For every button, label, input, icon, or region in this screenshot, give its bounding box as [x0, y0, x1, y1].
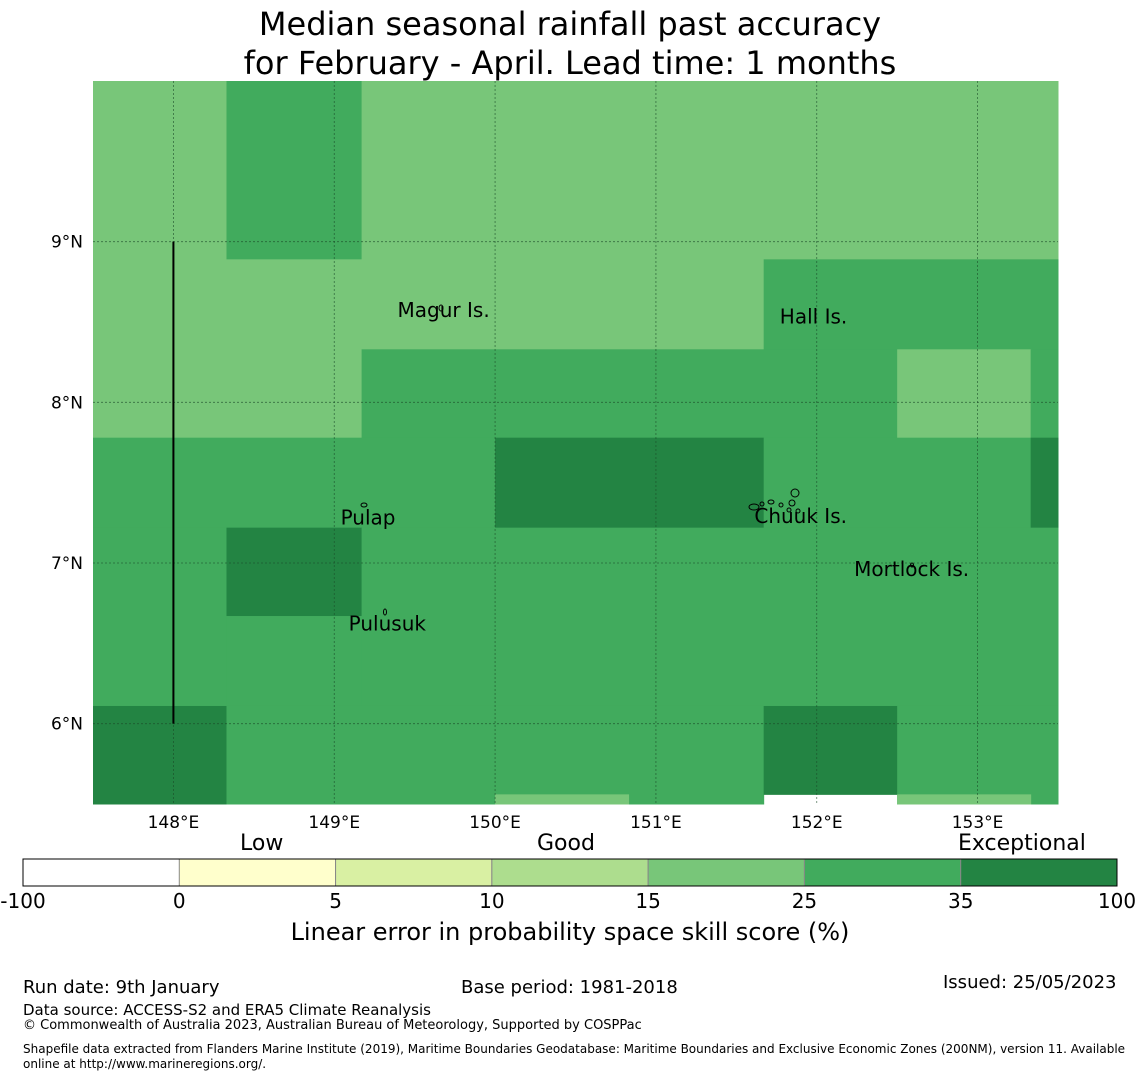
skill-cell [1030, 349, 1059, 439]
skill-cell [226, 259, 363, 439]
place-label: Magur Is. [398, 298, 490, 322]
skill-map: Magur Is. Hall Is. Pulap Chuuk Is. Mortlock … [51, 81, 1059, 833]
skill-cell [897, 794, 1032, 805]
colorbar-label-good: Good [537, 831, 595, 856]
map-title-line2: for February - April. Lead time: 1 month… [243, 44, 897, 82]
colorbar-tick-label: 35 [947, 889, 974, 913]
skill-cell [226, 527, 363, 617]
island-outlines [360, 304, 914, 616]
colorbar-tick-label: -100 [0, 889, 46, 913]
place-label: Hall Is. [780, 305, 847, 329]
colorbar-segment [23, 859, 180, 886]
colorbar-outline [22, 858, 1118, 887]
skill-cell [495, 437, 765, 529]
skill-cell [93, 705, 227, 805]
colorbar-tick-label: 15 [635, 889, 661, 913]
island-outline [360, 502, 368, 508]
colorbar-tick-label: 5 [329, 889, 342, 913]
skill-cell [763, 437, 1032, 529]
island-outline [788, 499, 796, 507]
copyright: © Commonwealth of Australia 2023, Austra… [23, 1018, 642, 1033]
skill-cell [763, 259, 1059, 350]
skill-cell [361, 81, 1059, 260]
lon-tick-label: 153°E [952, 813, 1004, 833]
shapefile-credit-line1: Shapefile data extracted from Flanders M… [23, 1042, 1126, 1056]
axis-labels: 148°E 149°E 150°E 151°E 152°E 153°E 6°N 7°N 8°N 9… [51, 233, 1003, 833]
colorbar-tick-label: 25 [791, 889, 818, 913]
island-outline [748, 503, 760, 511]
lat-tick-label: 9°N [51, 233, 83, 253]
skill-cell [897, 349, 1032, 439]
place-label: Pulap [341, 505, 396, 529]
colorbar-tick-label: 0 [172, 889, 186, 913]
colorbar-tick-label: 10 [479, 889, 505, 913]
colorbar [22, 858, 1118, 887]
graticule [93, 81, 1058, 804]
lon-tick-label: 149°E [308, 813, 360, 833]
map-title-line1: Median seasonal rainfall past accuracy [258, 5, 882, 43]
colorbar-segment [335, 858, 493, 887]
skill-cell [93, 81, 227, 439]
run-date: Run date: 9th January [23, 977, 220, 998]
lon-tick-label: 150°E [469, 813, 521, 833]
lat-tick-label: 8°N [51, 393, 83, 413]
place-labels: Magur Is. Hall Is. Pulap Chuuk Is. Mortlock … [341, 298, 970, 635]
base-period: Base period: 1981-2018 [461, 977, 678, 998]
skill-cell [361, 527, 1059, 707]
skill-cell [361, 259, 765, 350]
colorbar-segment [178, 858, 337, 887]
issued-date: Issued: 25/05/2023 [943, 972, 1117, 993]
lon-tick-label: 152°E [791, 813, 843, 833]
island-outline [786, 507, 792, 513]
skill-cell [763, 705, 898, 795]
place-label: Pulusuk [349, 611, 427, 635]
colorbar-label-exceptional: Exceptional [958, 831, 1086, 856]
shapefile-credit-line2: online at http://www.marineregions.org/. [23, 1057, 267, 1071]
skill-cell [226, 81, 363, 260]
skill-cell [93, 527, 227, 707]
skill-cell [226, 616, 363, 707]
colorbar-segment [803, 858, 962, 887]
island-outline [759, 501, 765, 507]
colorbar-segment [491, 858, 649, 887]
skill-cell [1030, 437, 1059, 529]
island-outline [795, 508, 801, 514]
colorbar-segment [647, 858, 805, 887]
colorbar-title: Linear error in probability space skill … [290, 918, 850, 946]
data-source: Data source: ACCESS-S2 and ERA5 Climate … [23, 1001, 431, 1019]
island-outline [910, 562, 914, 568]
island-outline [438, 304, 444, 312]
skill-cell [93, 437, 496, 529]
colorbar-tick-label: 100 [1097, 889, 1137, 913]
skill-cell [361, 349, 898, 439]
place-label: Chuuk Is. [754, 504, 847, 528]
island-outline [767, 499, 775, 505]
island-outline [383, 608, 387, 616]
lat-tick-label: 6°N [51, 715, 83, 735]
island-outline [790, 488, 800, 498]
colorbar-label-low: Low [240, 831, 284, 856]
skill-cell [495, 794, 630, 805]
skill-cells [93, 81, 1059, 805]
place-label: Mortlock Is. [854, 557, 969, 581]
lon-tick-label: 151°E [630, 813, 682, 833]
lat-tick-label: 7°N [51, 554, 83, 574]
colorbar-segment [960, 858, 1118, 887]
island-outline [778, 502, 784, 508]
lon-tick-label: 148°E [148, 813, 200, 833]
